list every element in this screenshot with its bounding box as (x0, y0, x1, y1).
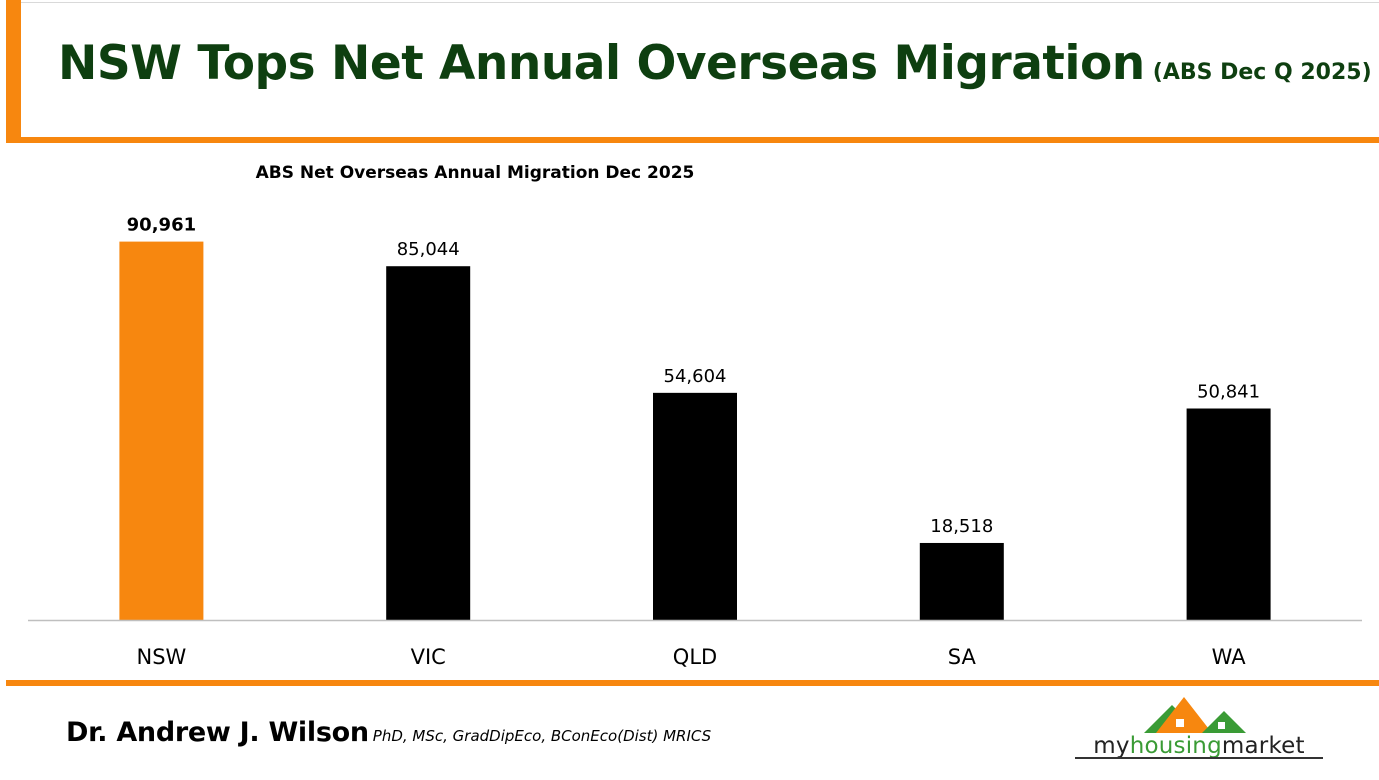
bar-sa (919, 542, 1004, 620)
x-tick-label-qld: QLD (673, 645, 717, 669)
logo-text-my: my (1093, 733, 1130, 759)
bar-chart: ABS Net Overseas Annual Migration Dec 20… (28, 163, 1362, 669)
x-tick-label-sa: SA (948, 645, 977, 669)
data-label-qld: 54,604 (664, 366, 727, 387)
myhousingmarket-logo[interactable]: myhousingmarket (1072, 693, 1326, 773)
data-label-wa: 50,841 (1197, 382, 1260, 403)
chart-title: ABS Net Overseas Annual Migration Dec 20… (256, 163, 695, 183)
x-tick-label-nsw: NSW (136, 645, 186, 669)
bar-vic (386, 266, 471, 620)
x-tick-label-vic: VIC (411, 645, 446, 669)
header-divider (6, 137, 1379, 143)
accent-side-bar (6, 0, 21, 142)
author-qualifications: PhD, MSc, GradDipEco, BConEco(Dist) MRIC… (372, 727, 712, 745)
footer-divider (6, 680, 1379, 686)
data-label-nsw: 90,961 (127, 215, 196, 236)
logo-text-market: market (1221, 733, 1305, 759)
bar-wa (1186, 408, 1271, 620)
logo-underline (1075, 757, 1323, 759)
bar-qld (653, 392, 737, 620)
author-credit: Dr. Andrew J. Wilson PhD, MSc, GradDipEco… (66, 717, 711, 748)
bar-group: 90,961 NSW 85,044 VIC 54,604 QLD 18,518 SA 50,84… (119, 215, 1271, 669)
logo-text-housing: housing (1129, 733, 1222, 759)
logo-wordmark: myhousingmarket (1072, 733, 1326, 759)
data-label-sa: 18,518 (930, 516, 993, 537)
data-label-vic: 85,044 (397, 239, 460, 260)
house-roof-icon (1144, 697, 1246, 733)
author-name: Dr. Andrew J. Wilson (66, 717, 369, 748)
bar-nsw (119, 241, 204, 620)
page-title-text: NSW Tops Net Annual Overseas Migration (58, 36, 1145, 91)
x-tick-label-wa: WA (1212, 645, 1247, 669)
page-subtitle: (ABS Dec Q 2025) (1152, 60, 1372, 85)
slide-top-border (6, 2, 1379, 3)
page-title: NSW Tops Net Annual Overseas Migration (A… (58, 36, 1372, 91)
